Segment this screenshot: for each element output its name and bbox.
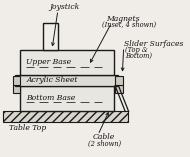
Text: Table Top: Table Top xyxy=(9,124,46,132)
Text: (2 shown): (2 shown) xyxy=(88,140,121,148)
Text: Upper Base: Upper Base xyxy=(26,58,71,66)
Text: Acrylic Sheet: Acrylic Sheet xyxy=(26,76,78,84)
Bar xyxy=(21,50,114,75)
Text: (Top &: (Top & xyxy=(125,46,148,54)
Bar xyxy=(115,76,123,85)
Bar xyxy=(13,76,21,85)
Bar xyxy=(13,85,21,93)
Text: Bottom): Bottom) xyxy=(125,52,152,60)
Bar xyxy=(21,86,114,111)
Bar xyxy=(15,75,118,86)
Text: Magnets: Magnets xyxy=(106,15,139,23)
Bar xyxy=(44,23,58,50)
Text: Slider Surfaces: Slider Surfaces xyxy=(124,40,184,48)
Bar xyxy=(3,111,128,122)
Text: Bottom Base: Bottom Base xyxy=(26,94,76,102)
Text: Joystick: Joystick xyxy=(50,3,80,11)
Bar xyxy=(115,85,123,93)
Text: Cable: Cable xyxy=(93,133,115,141)
Text: (Inset, 4 shown): (Inset, 4 shown) xyxy=(102,20,156,28)
